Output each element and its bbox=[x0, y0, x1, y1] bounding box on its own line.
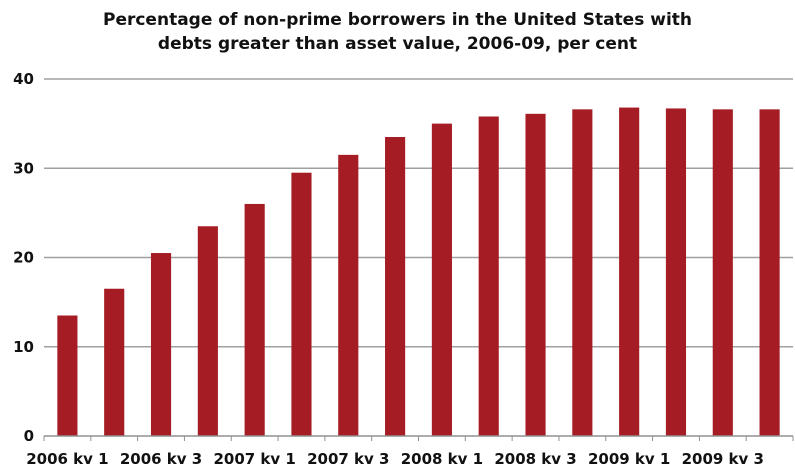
bar-2008-kv-3 bbox=[525, 113, 546, 436]
bar-2006-kv-2 bbox=[104, 288, 125, 436]
x-tick-label: 2008 kv 1 bbox=[401, 450, 483, 468]
bar-2007-kv-2 bbox=[291, 172, 312, 436]
bar-2006-kv-1 bbox=[57, 315, 78, 436]
bars bbox=[57, 107, 780, 437]
x-tick-label: 2009 kv 3 bbox=[682, 450, 764, 468]
y-axis: 0 10 20 30 40 bbox=[13, 70, 34, 445]
y-tick-label: 0 bbox=[24, 427, 34, 445]
bar-2007-kv-1 bbox=[244, 203, 265, 436]
y-tick-label: 20 bbox=[13, 249, 34, 267]
x-axis: 2006 kv 1 2006 kv 3 2007 kv 1 2007 kv 3 2008… bbox=[26, 435, 794, 468]
y-tick-label: 40 bbox=[13, 70, 34, 88]
bar-2009-kv-2 bbox=[665, 108, 687, 436]
y-tick-label: 30 bbox=[13, 159, 34, 177]
x-tick-label: 2006 kv 1 bbox=[26, 450, 108, 468]
bar-2006-kv-3 bbox=[150, 253, 172, 436]
chart-title-line-2: debts greater than asset value, 2006-09,… bbox=[157, 34, 638, 54]
x-tick-label: 2007 kv 1 bbox=[213, 450, 295, 468]
bar-2009-kv-1 bbox=[619, 107, 640, 436]
x-tick-label: 2006 kv 3 bbox=[120, 450, 202, 468]
chart-title: Percentage of non-prime borrowers in the… bbox=[0, 8, 795, 56]
bar-2007-kv-4 bbox=[385, 137, 406, 436]
bar-2006-kv-4 bbox=[197, 226, 218, 436]
bar-2008-kv-1 bbox=[431, 123, 452, 437]
bar-2008-kv-2 bbox=[478, 116, 499, 437]
x-tick-label: 2008 kv 3 bbox=[494, 450, 576, 468]
chart-title-line-1: Percentage of non-prime borrowers in the… bbox=[102, 10, 693, 30]
bar-2008-kv-4 bbox=[572, 109, 593, 436]
bar-2007-kv-3 bbox=[338, 154, 359, 437]
bar-2009-kv-3 bbox=[712, 109, 733, 436]
y-tick-label: 10 bbox=[13, 338, 34, 356]
x-tick-label: 2007 kv 3 bbox=[307, 450, 389, 468]
bar-2009-kv-4 bbox=[759, 109, 780, 436]
x-tick-label: 2009 kv 1 bbox=[588, 450, 670, 468]
